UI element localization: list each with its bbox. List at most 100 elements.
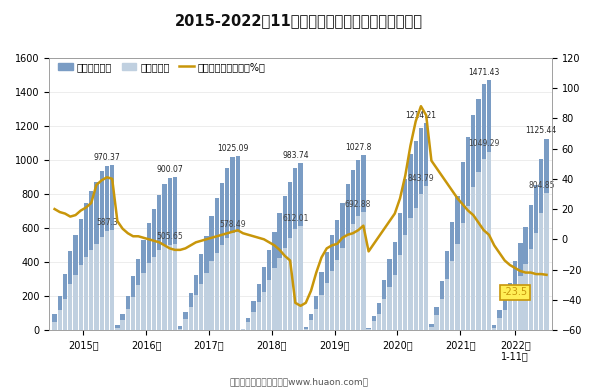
Bar <box>319 272 324 330</box>
Bar <box>518 243 522 330</box>
Bar <box>461 223 465 330</box>
Bar <box>178 326 182 330</box>
Bar <box>236 156 240 330</box>
Bar <box>204 274 208 330</box>
Text: 1471.43: 1471.43 <box>468 68 500 76</box>
Bar <box>215 253 219 330</box>
Text: 578.49: 578.49 <box>219 220 246 229</box>
Bar <box>335 220 339 330</box>
Bar <box>147 223 151 330</box>
Bar <box>94 244 99 330</box>
Bar <box>272 268 276 330</box>
Bar <box>89 191 93 330</box>
Bar <box>58 310 62 330</box>
Text: 1049.29: 1049.29 <box>468 139 500 149</box>
Bar <box>309 314 313 330</box>
Bar <box>278 258 282 330</box>
Bar <box>194 275 198 330</box>
Bar <box>503 298 507 330</box>
Bar <box>508 283 512 330</box>
Bar <box>367 328 371 330</box>
Bar <box>84 203 88 330</box>
Bar <box>418 194 423 330</box>
Bar <box>241 329 245 330</box>
Bar <box>382 280 386 330</box>
Bar <box>89 250 93 330</box>
Text: 692.88: 692.88 <box>345 200 371 209</box>
Bar <box>382 299 386 330</box>
Bar <box>393 275 397 330</box>
Bar <box>178 329 182 330</box>
Bar <box>73 235 78 330</box>
Bar <box>450 222 454 330</box>
Bar <box>518 275 522 330</box>
Bar <box>121 314 125 330</box>
Bar <box>115 325 119 330</box>
Bar <box>539 159 543 330</box>
Bar <box>435 307 439 330</box>
Bar <box>79 220 83 330</box>
Bar <box>456 244 460 330</box>
Bar <box>424 123 428 330</box>
Bar <box>304 329 308 330</box>
Bar <box>152 209 156 330</box>
Bar <box>53 314 57 330</box>
Bar <box>230 158 235 330</box>
Bar <box>157 195 161 330</box>
Bar <box>278 213 282 330</box>
Bar <box>288 238 293 330</box>
Bar <box>168 245 172 330</box>
Bar <box>283 196 287 330</box>
Bar <box>325 252 329 330</box>
Bar <box>293 168 297 330</box>
Bar <box>110 230 114 330</box>
Bar <box>325 283 329 330</box>
Text: 2015-2022年11月新疆房地产投资额及住宅投资额: 2015-2022年11月新疆房地产投资额及住宅投资额 <box>174 14 423 29</box>
Bar <box>539 213 543 330</box>
Bar <box>141 240 146 330</box>
Bar <box>330 271 334 330</box>
Bar <box>497 318 501 330</box>
Bar <box>361 155 365 330</box>
Bar <box>529 205 533 330</box>
Bar <box>126 309 130 330</box>
Bar <box>115 328 119 330</box>
Bar <box>267 250 271 330</box>
Bar <box>100 237 104 330</box>
Bar <box>466 206 470 330</box>
Bar <box>183 312 187 330</box>
Bar <box>335 260 339 330</box>
Bar <box>492 328 496 330</box>
Text: 1214.21: 1214.21 <box>405 111 436 120</box>
Bar <box>461 163 465 330</box>
Bar <box>236 232 240 330</box>
Text: 843.79: 843.79 <box>408 174 434 184</box>
Bar <box>73 275 78 330</box>
Bar <box>424 186 428 330</box>
Bar <box>508 300 512 330</box>
Bar <box>183 319 187 330</box>
Bar <box>63 299 67 330</box>
Bar <box>94 182 99 330</box>
Text: 1125.44: 1125.44 <box>526 126 557 135</box>
Bar <box>131 275 136 330</box>
Bar <box>251 301 256 330</box>
Bar <box>84 257 88 330</box>
Bar <box>429 327 433 330</box>
Bar <box>440 299 444 330</box>
Legend: 房地产投资额, 住宅投资额, 房地产投资额增速（%）: 房地产投资额, 住宅投资额, 房地产投资额增速（%） <box>54 58 269 76</box>
Bar <box>173 244 177 330</box>
Bar <box>471 115 475 330</box>
Bar <box>173 177 177 330</box>
Bar <box>79 265 83 330</box>
Bar <box>58 296 62 330</box>
Bar <box>445 251 450 330</box>
Bar <box>403 235 407 330</box>
Bar <box>387 287 392 330</box>
Bar <box>361 212 365 330</box>
Bar <box>408 218 413 330</box>
Bar <box>210 216 214 330</box>
Bar <box>162 184 167 330</box>
Bar <box>398 213 402 330</box>
Bar <box>340 203 344 330</box>
